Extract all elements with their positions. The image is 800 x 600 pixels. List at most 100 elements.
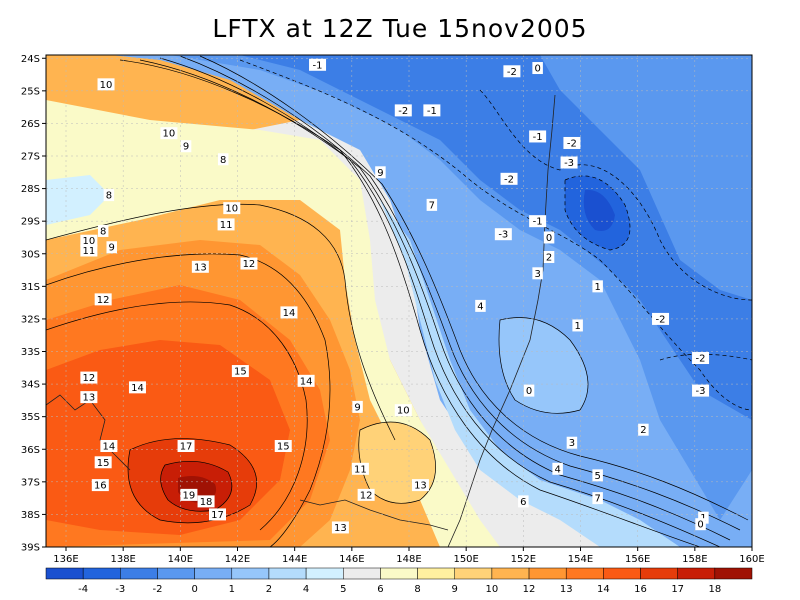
contour-label-box [94,293,112,306]
contour-label: 4 [554,464,560,475]
contour-label: 5 [594,471,600,482]
contour-label: 13 [83,393,96,404]
contour-label: -2 [567,138,577,149]
contour-label-box [529,130,547,143]
contour-line [159,57,731,541]
contour-label: 9 [109,243,115,254]
colorbar-swatch [343,567,381,580]
y-tick-label: 32S [21,314,40,325]
contour-label: 2 [546,253,552,264]
x-tick-label: 158E [682,554,707,565]
contour-label-box [543,251,555,264]
contour-line-negative [479,89,752,301]
contour-label-box [695,518,706,531]
contour-label-box [529,215,547,228]
contour-label: 0 [546,233,552,244]
colorbar-swatch [120,567,158,580]
contour-label: 10 [163,129,176,140]
contour-label: 19 [183,490,196,501]
x-tick-label: 140E [168,554,193,565]
contour-label-box [592,280,603,293]
y-axis-ticks: 24S 25S 26S 27S 28S 29S 30S 31S 32S 33S 34S 35S 36S 3… [21,54,46,554]
x-tick-label: 160E [739,554,764,565]
coastline-path [447,94,556,547]
contour-label: 13 [414,481,427,492]
colorbar-label: 5 [340,584,346,595]
colorbar-swatch [603,567,641,580]
contour-label: -1 [427,106,437,117]
contour-line [358,421,436,504]
contour-label-box [180,140,192,153]
contour-label-box [274,439,292,452]
region-light-blue-band [380,200,680,547]
y-tick-label: 33S [21,347,40,358]
x-tick-label: 150E [453,554,478,565]
contour-label: 8 [100,226,106,237]
contour-label: -2 [507,67,517,78]
contour-label: 17 [180,441,193,452]
contour-label-box [426,198,438,211]
colorbar-swatch [157,567,195,580]
contour-label: 11 [83,246,96,257]
contour-label-box [560,156,578,169]
contour-label: 9 [183,142,189,153]
contour-label-box [177,439,195,452]
contour-label: 14 [300,376,313,387]
contour-label-box [503,65,521,78]
y-tick-label: 37S [21,477,40,488]
region-deep-cell [583,189,615,231]
contour-label: 17 [211,510,224,521]
contour-label: -2 [656,314,666,325]
colorbar-swatch [491,567,530,580]
contour-label: -1 [533,217,543,228]
colorbar-label: 16 [634,584,647,595]
colorbar-swatch [454,567,493,580]
x-tick-label: 148E [396,554,421,565]
contour-label: 13 [194,262,207,273]
contour-line [127,438,258,524]
contour-label: 8 [106,191,112,202]
contour-label-box [80,391,98,404]
coastline-path [46,394,131,471]
chart-title: LFTX at 12Z Tue 15nov2005 [212,14,588,43]
colorbar-swatch [640,567,678,580]
colorbar-swatch [45,567,84,580]
contour-label: 1 [574,321,580,332]
contour-label: 9 [377,168,383,179]
colorbar-swatch [677,567,716,580]
contour-label-box [500,172,518,185]
y-tick-label: 31S [21,282,40,293]
contour-label-box [191,260,209,273]
contour-label: 18 [200,497,213,508]
contour-line [46,301,308,531]
contour-label-box [692,352,710,365]
contour-label-box [94,456,112,469]
colorbar-swatch [82,567,121,580]
contour-label: -3 [498,230,508,241]
contour-label-box [351,462,369,475]
region-sw-light [46,175,110,225]
x-axis-ticks: 136E 138E 140E 142E 144E 146E 148E 150E 152E 154E… [53,547,765,565]
contour-label-box [698,511,709,524]
contour-label-box [592,469,603,482]
region-ocean-mid [499,317,588,414]
contour-label: 12 [243,259,256,270]
contour-label-box [375,166,386,179]
contour-label: 11 [220,220,233,231]
x-tick-label: 142E [225,554,250,565]
contour-label-box [331,521,349,534]
contour-label-box [160,127,178,140]
colorbar-label: -3 [115,584,125,595]
colorbar-swatch [268,567,307,580]
x-tick-label: 138E [110,554,135,565]
contour-label: 12 [97,295,110,306]
contour-line-negative [239,59,752,411]
contour-label-box [572,319,583,332]
contour-label-box [411,479,429,492]
colorbar-label: 10 [486,584,499,595]
colorbar-label: -4 [78,584,88,595]
contour-label-box [552,462,563,475]
contour-label-box [100,439,118,452]
colorbar-label: 12 [523,584,536,595]
